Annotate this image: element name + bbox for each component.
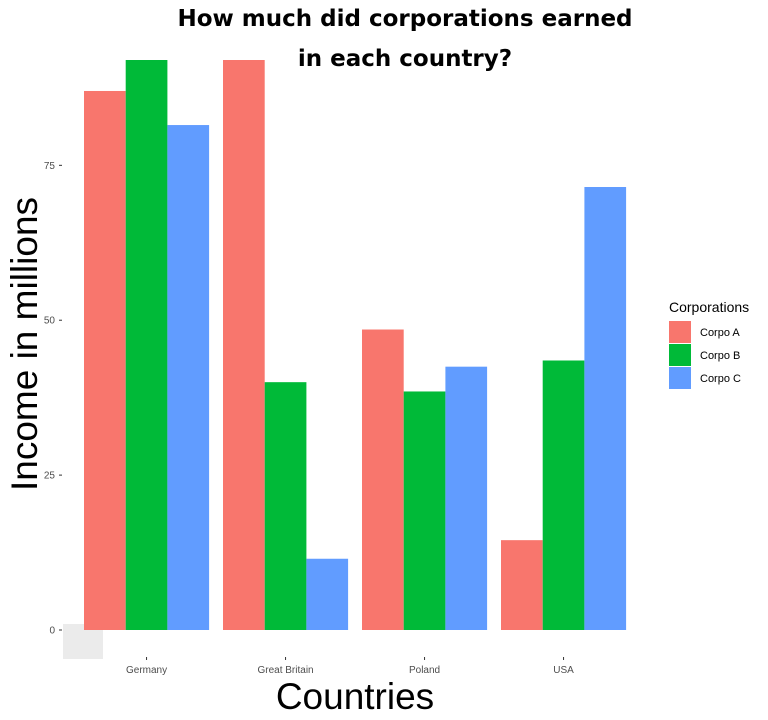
bar-poland-corpo-b	[403, 391, 446, 630]
y-tick-label: 0	[49, 626, 55, 637]
y-axis: 0 25 50 75	[44, 161, 62, 637]
legend-key-corpo-b	[669, 344, 691, 366]
y-tick-label: 25	[44, 471, 56, 482]
bar-usa-corpo-b	[542, 360, 585, 630]
x-axis: Germany Great Britain Poland USA	[126, 657, 574, 676]
bars-layer	[84, 60, 627, 631]
x-axis-title: Countries	[276, 676, 434, 717]
legend-title: Corporations	[669, 299, 749, 315]
legend-label: Corpo B	[700, 350, 740, 362]
y-tick-label: 50	[44, 316, 56, 327]
x-tick-label: Germany	[126, 665, 167, 676]
bar-germany-corpo-b	[125, 60, 168, 630]
bar-usa-corpo-c	[584, 187, 627, 630]
bar-great-britain-corpo-a	[223, 60, 265, 630]
bar-poland-corpo-a	[362, 329, 404, 630]
legend-label: Corpo C	[700, 373, 741, 385]
bar-germany-corpo-a	[84, 90, 126, 631]
chart-title-line-2: in each country?	[298, 46, 512, 72]
bar-great-britain-corpo-c	[306, 558, 349, 630]
legend-key-corpo-c	[669, 367, 691, 389]
bar-usa-corpo-a	[501, 540, 543, 630]
x-tick-label: USA	[553, 665, 574, 676]
bar-germany-corpo-c	[167, 125, 210, 631]
bar-great-britain-corpo-b	[264, 382, 307, 630]
chart-title-line-1: How much did corporations earned	[177, 6, 632, 32]
y-tick-label: 75	[44, 161, 56, 172]
legend: Corporations Corpo A Corpo B Corpo C	[669, 299, 749, 389]
x-tick-label: Poland	[409, 665, 440, 676]
legend-key-corpo-a	[669, 321, 691, 343]
x-tick-label: Great Britain	[257, 665, 313, 676]
bar-poland-corpo-c	[445, 366, 488, 630]
legend-label: Corpo A	[700, 327, 740, 339]
y-axis-title: Income in millions	[4, 197, 45, 491]
